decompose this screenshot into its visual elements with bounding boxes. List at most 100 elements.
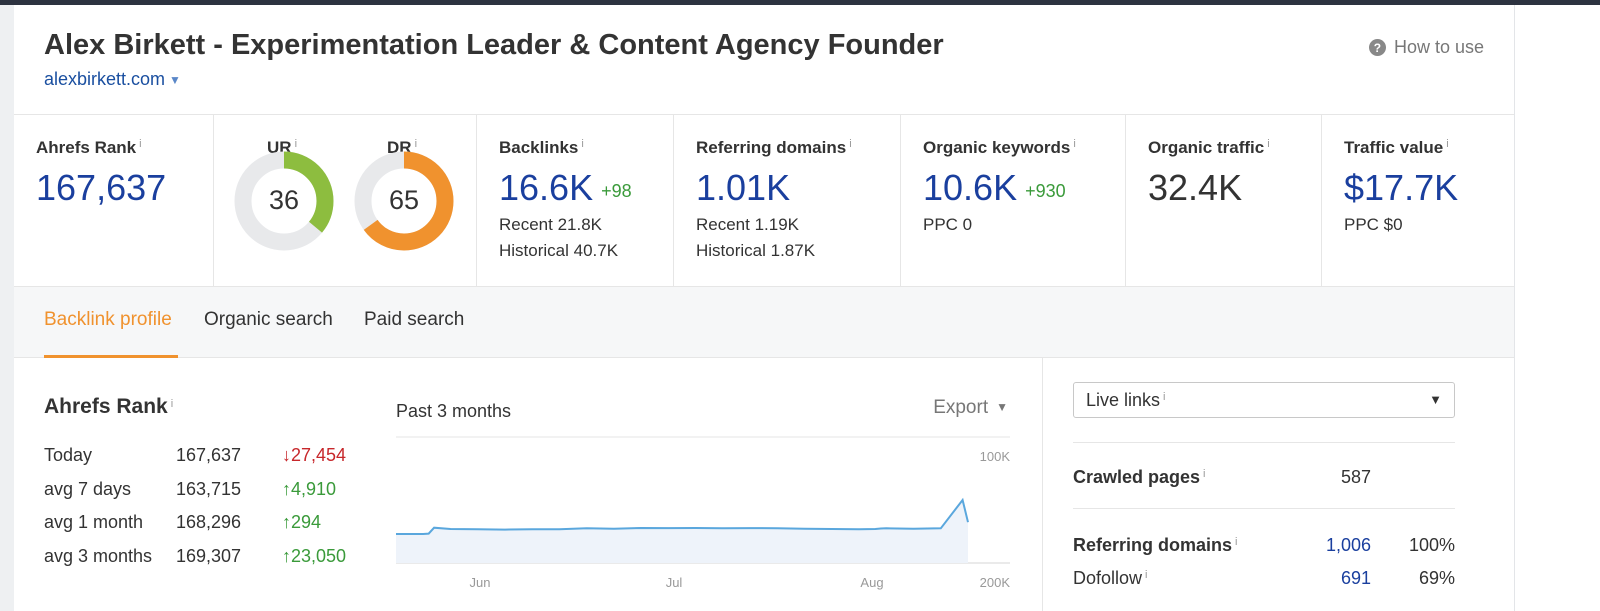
ur-gauge: 36 [234, 151, 334, 251]
rank-change: ↑23,050 [282, 546, 347, 566]
rank-value: 163,715 [176, 479, 242, 499]
metric-traffic-value: Traffic value i $17.7K PPC $0 [1322, 115, 1514, 287]
dofollow-label: Dofollow [1073, 568, 1143, 588]
rank-period: avg 7 days [44, 479, 132, 499]
organic-keywords-value[interactable]: 10.6K [923, 167, 1018, 208]
metric-label: Ahrefs Rank [36, 138, 137, 157]
how-to-use-label[interactable]: How to use [1393, 37, 1484, 57]
rank-value: 167,637 [176, 445, 242, 465]
ur-gauge-arc [234, 151, 334, 251]
metrics-bar: Ahrefs Rank i 167,637 UR i 36 DR i 65 [14, 115, 1514, 287]
referring-domains-recent: Recent 1.19K [696, 215, 800, 234]
select-value[interactable]: Live links [1086, 390, 1161, 410]
info-icon[interactable]: i [1267, 138, 1270, 150]
metric-backlinks: Backlinks i 16.6K +98 Recent 21.8K Histori… [477, 115, 674, 287]
rank-panel-title: Ahrefs Rank [44, 395, 168, 418]
domain-link[interactable]: alexbirkett.com [44, 69, 166, 89]
traffic-value-value[interactable]: $17.7K [1344, 167, 1459, 208]
metric-label: Referring domains [696, 138, 847, 157]
y-tick-label: 200K [980, 575, 1011, 590]
rank-series-area [396, 500, 968, 563]
info-icon[interactable]: i [1145, 569, 1148, 581]
rank-chart: 100K 200K Jun Jul Aug [396, 436, 1011, 590]
organic-keywords-delta: +930 [1025, 181, 1066, 201]
chart-title: Past 3 months [396, 401, 512, 421]
referring-domains-historical: Historical 1.87K [696, 241, 816, 260]
active-tab-indicator [44, 355, 178, 358]
ur-value: 36 [268, 185, 300, 215]
crawled-pages-value: 587 [1340, 467, 1371, 487]
rank-change: ↑294 [282, 512, 322, 532]
backlinks-value[interactable]: 16.6K [499, 167, 594, 208]
metric-label: Organic keywords [923, 138, 1071, 157]
dofollow-percent: 69% [1418, 568, 1455, 588]
dr-gauge: 65 [354, 151, 454, 251]
help-icon: ? [1368, 39, 1386, 56]
organic-keywords-ppc: PPC 0 [923, 215, 973, 234]
chevron-down-icon[interactable]: ▼ [169, 73, 181, 87]
x-tick-label: Aug [860, 575, 883, 590]
page-header: Alex Birkett - Experimentation Leader & … [14, 5, 1514, 115]
info-icon[interactable]: i [1203, 468, 1206, 480]
traffic-value-ppc: PPC $0 [1344, 215, 1403, 234]
dofollow-count[interactable]: 691 [1340, 568, 1371, 588]
backlinks-delta: +98 [601, 181, 632, 201]
info-icon[interactable]: i [1163, 391, 1166, 403]
backlinks-recent: Recent 21.8K [499, 215, 603, 234]
left-gutter [0, 5, 14, 611]
rank-period: Today [44, 445, 93, 465]
crawled-pages-label: Crawled pages [1073, 467, 1201, 487]
rank-chart-panel: Past 3 months Export ▼ 100K 200K Jun Jul … [396, 385, 1016, 611]
referring-domains-label: Referring domains [1073, 535, 1233, 555]
rank-change: ↓27,454 [282, 445, 347, 465]
info-icon[interactable]: i [1235, 536, 1238, 548]
x-tick-label: Jul [666, 575, 683, 590]
backlinks-historical: Historical 40.7K [499, 241, 619, 260]
metric-label: Backlinks [499, 138, 579, 157]
info-icon[interactable]: i [581, 138, 584, 150]
info-icon[interactable]: i [1446, 138, 1449, 150]
rank-value: 168,296 [176, 512, 242, 532]
y-tick-label: 100K [980, 449, 1011, 464]
referring-domains-value[interactable]: 1.01K [696, 167, 791, 208]
metric-value: 167,637 [36, 167, 167, 208]
domain-selector[interactable]: alexbirkett.com ▼ [44, 69, 181, 90]
info-icon[interactable]: i [414, 138, 418, 150]
metric-ratings: UR i 36 DR i 65 [214, 115, 477, 287]
info-icon[interactable]: i [294, 138, 298, 150]
export-label[interactable]: Export [933, 397, 989, 418]
tab-paid-search[interactable]: Paid search [364, 309, 465, 330]
dr-gauge-arc [354, 151, 454, 251]
rank-period: avg 1 month [44, 512, 144, 532]
referring-domains-count[interactable]: 1,006 [1325, 535, 1371, 555]
referring-domains-percent: 100% [1408, 535, 1455, 555]
page-title: Alex Birkett - Experimentation Leader & … [44, 29, 944, 61]
links-panel: Live links i ▼ Crawled pages i 587 Referri… [1042, 358, 1514, 611]
how-to-use-link[interactable]: ? How to use [1368, 37, 1484, 58]
export-button[interactable]: Export ▼ [933, 397, 1008, 419]
info-icon[interactable]: i [139, 138, 142, 150]
tab-bar: Backlink profile Organic search Paid sea… [14, 287, 1514, 358]
x-tick-label: Jun [470, 575, 491, 590]
metric-label: Organic traffic [1148, 138, 1265, 157]
tab-organic-search[interactable]: Organic search [204, 309, 333, 330]
dropdown-arrow-icon[interactable]: ▼ [1429, 392, 1442, 407]
dr-value: 65 [388, 185, 420, 215]
metric-label: Traffic value [1344, 138, 1444, 157]
divider [1073, 508, 1455, 509]
rank-value: 169,307 [176, 546, 242, 566]
info-icon[interactable]: i [1073, 138, 1076, 150]
info-icon[interactable]: i [170, 398, 174, 410]
metric-organic-keywords: Organic keywords i 10.6K +930 PPC 0 [901, 115, 1126, 287]
metric-referring-domains: Referring domains i 1.01K Recent 1.19K Hi… [674, 115, 901, 287]
info-icon[interactable]: i [849, 138, 852, 150]
top-bar [0, 0, 1600, 5]
tab-backlink-profile[interactable]: Backlink profile [44, 309, 172, 330]
rank-series-line [396, 497, 969, 535]
live-links-select[interactable]: Live links i ▼ [1073, 382, 1455, 418]
chevron-down-icon[interactable]: ▼ [996, 400, 1008, 414]
right-gutter [1514, 5, 1600, 611]
organic-traffic-value: 32.4K [1148, 167, 1243, 208]
rank-change: ↑4,910 [282, 479, 337, 499]
divider [1073, 442, 1455, 443]
